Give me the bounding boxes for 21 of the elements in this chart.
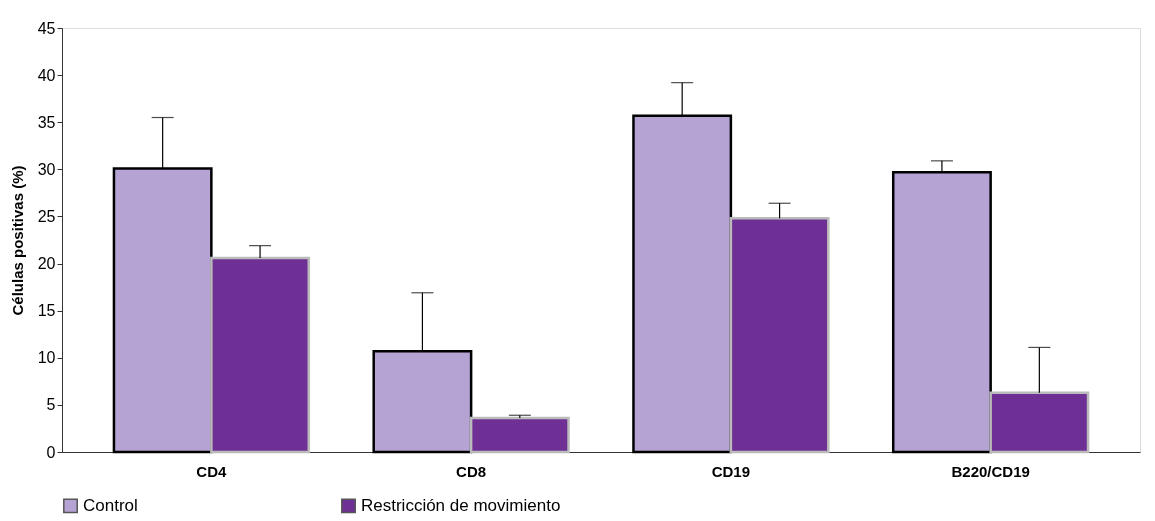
y-tick-label: 30 [37, 160, 56, 178]
y-tick-label: 25 [37, 207, 56, 225]
x-tick-label: B220/CD19 [951, 462, 1030, 480]
bar [729, 217, 830, 454]
y-tick-label: 45 [37, 19, 56, 37]
y-tick-label: 0 [46, 443, 56, 461]
x-tick-label: CD19 [711, 462, 751, 480]
legend-label: Restricción de movimiento [361, 495, 561, 515]
y-tick-label: 40 [37, 66, 56, 84]
legend-label: Control [83, 495, 138, 515]
y-axis-title: Células positivas (%) [8, 165, 26, 316]
bar [210, 256, 311, 454]
y-tick-label: 10 [37, 349, 56, 367]
x-tick-label: CD8 [456, 462, 487, 480]
y-tick-label: 20 [37, 255, 56, 273]
y-tick-label: 5 [46, 396, 56, 414]
bar [469, 416, 570, 454]
bar [989, 391, 1090, 454]
x-tick-label: CD4 [196, 462, 228, 480]
y-tick-label: 35 [37, 113, 56, 131]
y-tick-label: 15 [37, 302, 56, 320]
